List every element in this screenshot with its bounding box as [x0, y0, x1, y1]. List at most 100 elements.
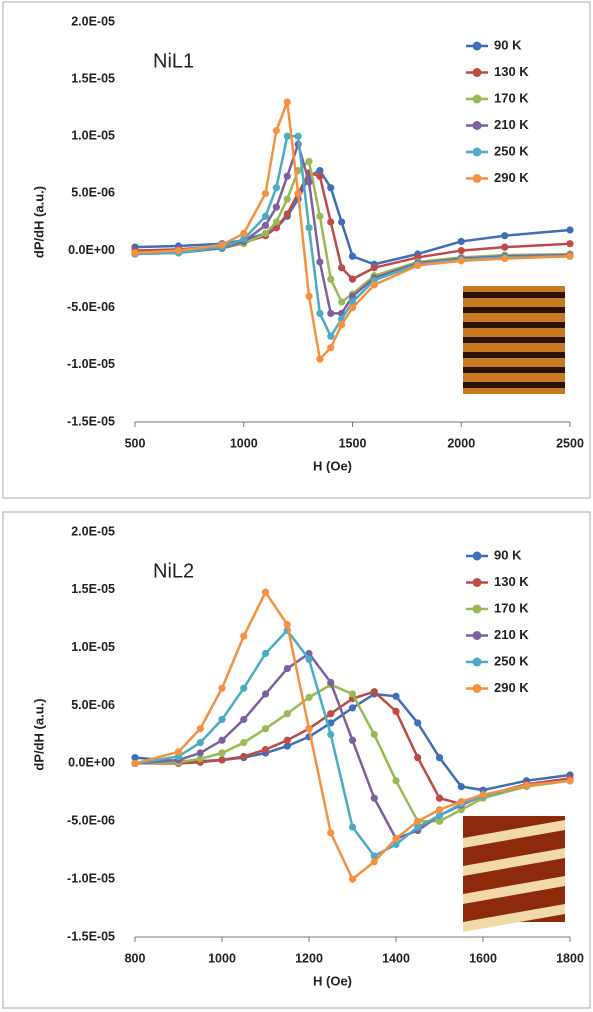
data-point [327, 731, 334, 738]
legend-marker [473, 631, 482, 640]
legend-label: 250 K [494, 653, 529, 668]
x-tick-label: 1800 [556, 951, 584, 965]
data-point [566, 240, 573, 247]
legend-marker [473, 42, 482, 51]
inset-stripe [463, 382, 565, 388]
data-point [501, 232, 508, 239]
legend-label: 290 K [494, 170, 529, 185]
data-point [436, 806, 443, 813]
legend-label: 210 K [494, 627, 529, 642]
inset-stripe [463, 292, 565, 298]
data-point [327, 344, 334, 351]
legend-marker [473, 121, 482, 130]
data-point [262, 690, 269, 697]
inset-stripe [463, 367, 565, 373]
data-point [240, 739, 247, 746]
data-point [305, 224, 312, 231]
figure: 2.0E-051.5E-051.0E-055.0E-060.0E+00-5.0E… [0, 0, 593, 1012]
data-point [240, 685, 247, 692]
data-point [197, 725, 204, 732]
data-point [327, 679, 334, 686]
legend-marker [473, 578, 482, 587]
x-tick-label: 1400 [382, 951, 410, 965]
data-point [327, 310, 334, 317]
x-tick-label: 500 [125, 436, 146, 450]
data-point [197, 749, 204, 756]
y-tick-label: -5.0E-06 [67, 814, 115, 828]
data-point [392, 693, 399, 700]
data-point [436, 795, 443, 802]
data-point [316, 258, 323, 265]
data-point [327, 218, 334, 225]
inset-stripe [463, 337, 565, 343]
data-point [305, 178, 312, 185]
data-point [284, 173, 291, 180]
legend-label: 130 K [494, 64, 529, 79]
data-point [262, 213, 269, 220]
data-point [327, 184, 334, 191]
legend-marker [473, 684, 482, 693]
data-point [131, 760, 138, 767]
legend-marker [473, 658, 482, 667]
x-tick-label: 1600 [469, 951, 497, 965]
x-tick-label: 1000 [230, 436, 258, 450]
legend-label: 90 K [494, 547, 522, 562]
y-tick-label: 1.0E-05 [71, 640, 115, 654]
data-point [392, 835, 399, 842]
data-point [458, 798, 465, 805]
data-point [338, 321, 345, 328]
data-point [414, 262, 421, 269]
data-point [436, 754, 443, 761]
data-point [327, 276, 334, 283]
data-point [316, 310, 323, 317]
legend-label: 170 K [494, 90, 529, 105]
legend-label: 130 K [494, 574, 529, 589]
data-point [414, 818, 421, 825]
data-point [305, 293, 312, 300]
y-tick-label: 1.5E-05 [71, 582, 115, 596]
data-point [295, 190, 302, 197]
y-tick-label: -1.5E-05 [67, 414, 115, 428]
data-point [273, 184, 280, 191]
y-tick-label: -5.0E-06 [67, 300, 115, 314]
y-tick-label: 1.5E-05 [71, 71, 115, 85]
data-point [371, 795, 378, 802]
data-point [240, 230, 247, 237]
data-point [284, 196, 291, 203]
panel-label: NiL2 [153, 560, 194, 582]
data-point [218, 716, 225, 723]
data-point [305, 725, 312, 732]
data-point [371, 281, 378, 288]
data-point [262, 190, 269, 197]
data-point [218, 749, 225, 756]
data-point [218, 241, 225, 248]
data-point [262, 746, 269, 753]
data-point [262, 589, 269, 596]
data-point [338, 264, 345, 271]
data-point [414, 754, 421, 761]
data-point [284, 737, 291, 744]
data-point [218, 756, 225, 763]
data-point [273, 127, 280, 134]
data-point [338, 218, 345, 225]
data-point [218, 737, 225, 744]
x-tick-label: 800 [125, 951, 146, 965]
data-point [240, 633, 247, 640]
data-point [295, 133, 302, 140]
data-point [392, 777, 399, 784]
data-point [392, 708, 399, 715]
data-point [349, 253, 356, 260]
y-tick-label: 5.0E-06 [71, 698, 115, 712]
inset-stripe [463, 352, 565, 358]
data-point [566, 253, 573, 260]
data-point [273, 204, 280, 211]
data-point [327, 333, 334, 340]
y-tick-label: -1.0E-05 [67, 357, 115, 371]
data-point [349, 276, 356, 283]
data-point [349, 704, 356, 711]
legend-marker [473, 174, 482, 183]
y-tick-label: 5.0E-06 [71, 186, 115, 200]
x-axis-title: H (Oe) [313, 458, 352, 473]
data-point [371, 731, 378, 738]
data-point [501, 244, 508, 251]
